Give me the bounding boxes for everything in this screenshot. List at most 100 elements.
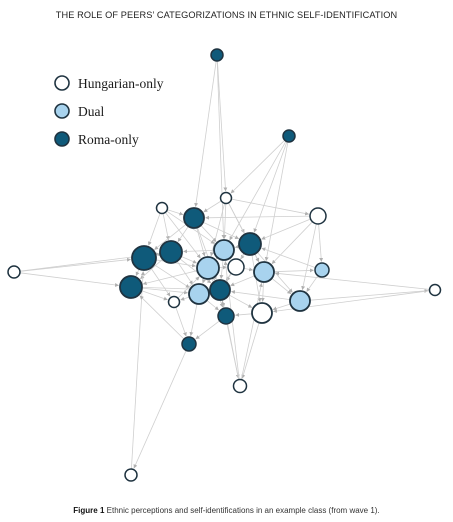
edge-81 bbox=[205, 215, 311, 220]
node-3 bbox=[155, 201, 169, 215]
node-23 bbox=[181, 336, 197, 352]
edge-22 bbox=[318, 223, 324, 262]
edge-71 bbox=[241, 322, 260, 379]
edge-59 bbox=[141, 287, 188, 295]
legend-item-roma: Roma-only bbox=[54, 131, 139, 147]
node-25 bbox=[124, 468, 138, 482]
node-16 bbox=[209, 279, 231, 301]
edge-12 bbox=[147, 213, 161, 246]
edge-44 bbox=[142, 270, 198, 286]
node-13 bbox=[314, 262, 330, 278]
edge-41 bbox=[153, 264, 190, 289]
edge-68 bbox=[272, 303, 291, 311]
edge-85 bbox=[229, 141, 287, 241]
node-4 bbox=[183, 207, 205, 229]
edge-74 bbox=[275, 271, 430, 290]
caption-text: Ethnic perceptions and self-identificati… bbox=[106, 506, 380, 515]
legend-swatch-dual bbox=[54, 103, 70, 119]
edge-33 bbox=[219, 259, 224, 279]
legend-label-roma: Roma-only bbox=[78, 132, 139, 147]
edge-23 bbox=[301, 223, 317, 291]
edge-66 bbox=[189, 303, 198, 337]
figure-caption: Figure 1 Ethnic perceptions and self-ide… bbox=[0, 506, 453, 515]
edge-10 bbox=[167, 209, 184, 216]
edge-83 bbox=[139, 295, 185, 340]
edge-5 bbox=[203, 200, 222, 213]
edge-65 bbox=[206, 299, 219, 311]
node-2 bbox=[219, 191, 233, 205]
edge-67 bbox=[175, 307, 187, 337]
node-18 bbox=[167, 295, 181, 309]
node-7 bbox=[213, 239, 235, 261]
edge-38 bbox=[176, 260, 193, 285]
edge-64 bbox=[180, 296, 190, 301]
edges-layer bbox=[19, 60, 430, 470]
edge-78 bbox=[131, 271, 145, 470]
legend-swatch-hungarian bbox=[54, 75, 70, 91]
node-14 bbox=[7, 265, 21, 279]
edge-7 bbox=[222, 203, 227, 239]
node-8 bbox=[159, 240, 183, 264]
node-12 bbox=[253, 261, 275, 283]
edge-1 bbox=[216, 60, 226, 239]
legend-label-dual: Dual bbox=[78, 104, 104, 119]
edge-48 bbox=[243, 267, 254, 272]
node-21 bbox=[217, 307, 235, 325]
node-1 bbox=[282, 129, 296, 143]
legend-swatch-roma bbox=[54, 131, 70, 147]
node-0 bbox=[210, 48, 224, 62]
edge-39 bbox=[155, 259, 196, 268]
edge-21 bbox=[271, 221, 313, 264]
legend-item-dual: Dual bbox=[54, 103, 104, 119]
edge-62 bbox=[228, 294, 253, 308]
edge-35 bbox=[180, 256, 197, 264]
edge-86 bbox=[231, 290, 291, 300]
node-17 bbox=[188, 283, 210, 305]
edge-17 bbox=[154, 223, 187, 250]
edge-42 bbox=[150, 267, 171, 297]
edge-70 bbox=[235, 312, 253, 317]
edge-30 bbox=[183, 249, 215, 254]
legend-label-hungarian: Hungarian-only bbox=[78, 76, 164, 91]
edge-40 bbox=[135, 268, 140, 276]
edge-11 bbox=[162, 213, 170, 241]
legend: Hungarian-only Dual Roma-only bbox=[54, 75, 164, 147]
edge-55 bbox=[19, 257, 131, 272]
edge-16 bbox=[177, 226, 189, 242]
edge-4 bbox=[264, 141, 289, 262]
node-9 bbox=[131, 245, 157, 271]
node-6 bbox=[238, 232, 262, 256]
page-header: THE ROLE OF PEERS’ CATEGORIZATIONS IN ET… bbox=[55, 10, 398, 20]
node-19 bbox=[289, 290, 311, 312]
edge-54 bbox=[306, 275, 319, 292]
edge-56 bbox=[19, 272, 119, 287]
edge-53 bbox=[260, 281, 265, 302]
edge-20 bbox=[261, 218, 311, 240]
node-11 bbox=[227, 258, 245, 276]
edge-14 bbox=[202, 221, 240, 240]
node-10 bbox=[196, 256, 220, 280]
edge-0 bbox=[217, 60, 228, 192]
edge-88 bbox=[240, 282, 263, 380]
edge-60 bbox=[141, 290, 168, 301]
node-24 bbox=[232, 378, 248, 394]
edge-75 bbox=[133, 350, 187, 469]
edge-73 bbox=[195, 320, 220, 340]
caption-label: Figure 1 bbox=[73, 506, 105, 515]
node-20 bbox=[251, 302, 273, 324]
node-15 bbox=[119, 275, 143, 299]
legend-item-hungarian: Hungarian-only bbox=[54, 75, 164, 91]
edge-8 bbox=[210, 203, 225, 257]
node-22 bbox=[428, 283, 442, 297]
edge-18 bbox=[196, 227, 206, 257]
edge-82 bbox=[177, 276, 200, 299]
edge-2 bbox=[230, 139, 285, 194]
edge-15 bbox=[200, 225, 217, 242]
nodes-layer bbox=[7, 48, 442, 482]
edge-50 bbox=[273, 268, 314, 273]
edge-69 bbox=[309, 288, 429, 301]
node-5 bbox=[309, 207, 327, 225]
edge-84 bbox=[194, 60, 217, 207]
edge-3 bbox=[253, 141, 288, 233]
